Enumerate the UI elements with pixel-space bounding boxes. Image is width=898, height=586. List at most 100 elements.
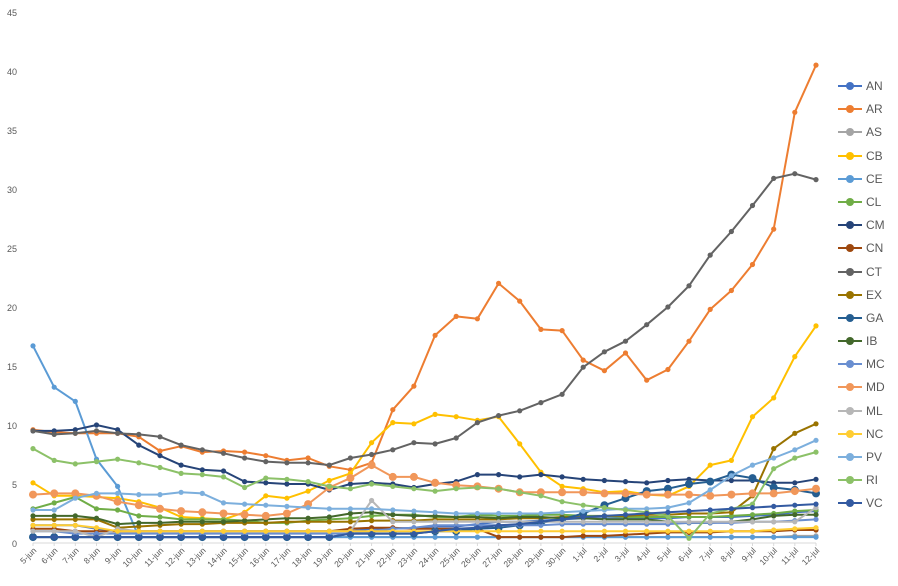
data-point-NC-22 <box>496 528 502 534</box>
data-point-NC-24 <box>538 528 544 534</box>
data-point-NC-12 <box>284 528 290 534</box>
data-point-CM-7 <box>178 462 184 468</box>
data-point-CB-16 <box>369 440 375 446</box>
data-point-MD-5 <box>134 501 143 510</box>
data-point-VC-10 <box>242 534 248 540</box>
x-tick-label-12: 17-jun <box>269 545 293 569</box>
x-tick-label-31: 6-jul <box>676 545 695 564</box>
data-point-CT-32 <box>707 252 713 258</box>
data-point-IB-17 <box>390 512 396 518</box>
data-point-CT-20 <box>453 435 459 441</box>
data-point-MD-37 <box>812 484 820 493</box>
x-tick-label-1: 6-jun <box>39 545 60 566</box>
data-point-PV-25 <box>559 509 565 515</box>
data-point-CT-16 <box>369 451 375 458</box>
data-point-AR-34 <box>749 261 756 268</box>
data-point-CM-22 <box>496 472 502 478</box>
data-point-VC-20 <box>453 526 459 532</box>
x-tick-label-22: 27-jun <box>480 545 504 569</box>
data-point-VC-1 <box>51 534 57 540</box>
y-tick-label-1: 5 <box>12 480 17 490</box>
data-point-VC-6 <box>157 534 163 540</box>
data-point-CE-36 <box>792 534 798 540</box>
data-point-RI-25 <box>559 499 565 505</box>
data-point-IB-36 <box>792 512 798 518</box>
data-point-MD-12 <box>282 509 291 518</box>
data-point-CB-19 <box>432 411 438 417</box>
data-point-NC-4 <box>115 528 121 534</box>
data-point-CT-2 <box>72 430 78 436</box>
data-point-ML-28 <box>622 519 629 525</box>
data-point-ML-30 <box>665 519 671 525</box>
legend-label-ML: ML <box>866 403 883 418</box>
data-point-RI-21 <box>474 484 480 491</box>
data-point-RI-14 <box>326 483 332 489</box>
x-tick-label-16: 21-jun <box>353 545 377 569</box>
data-point-RI-20 <box>453 486 459 492</box>
series-line-PV <box>33 439 817 515</box>
data-point-RI-27 <box>601 505 608 511</box>
data-point-MC-37 <box>813 516 819 523</box>
data-point-VC-33 <box>728 506 735 512</box>
series-line-CT <box>32 172 817 467</box>
data-point-CE-37 <box>813 534 819 540</box>
series-line-AR <box>32 64 817 471</box>
data-point-CM-29 <box>644 480 650 486</box>
data-point-VC-3 <box>93 534 100 540</box>
data-point-ML-20 <box>453 519 459 525</box>
data-point-RI-12 <box>284 476 290 482</box>
data-point-MD-25 <box>558 488 567 497</box>
legend: AN AR AS CB CE CL CM CN CT EX GA IB MC MD ML NC PV RI VC <box>838 76 896 517</box>
y-tick-label-4: 20 <box>7 303 17 313</box>
data-point-CT-17 <box>390 447 396 453</box>
legend-item-PV: PV <box>838 447 896 470</box>
data-point-CT-28 <box>622 338 629 344</box>
data-point-VC-18 <box>411 531 417 537</box>
data-point-CE-4 <box>115 483 121 489</box>
legend-item-CB: CB <box>838 146 896 169</box>
series-CT <box>30 171 819 468</box>
data-point-RI-1 <box>51 457 57 463</box>
data-point-VC-29 <box>644 510 650 517</box>
data-point-CB-0 <box>30 480 36 486</box>
data-point-VC-37 <box>813 501 819 507</box>
legend-label-IB: IB <box>866 334 878 349</box>
legend-swatch-CT <box>838 267 862 276</box>
data-point-AR-28 <box>622 350 629 356</box>
data-point-PV-16 <box>369 506 375 512</box>
data-point-NC-32 <box>707 528 713 534</box>
data-point-IB-14 <box>326 514 332 520</box>
y-tick-label-7: 35 <box>7 126 17 136</box>
data-point-PV-36 <box>792 447 798 453</box>
data-point-ML-34 <box>749 519 756 525</box>
data-point-CM-5 <box>136 442 142 448</box>
data-point-CB-20 <box>453 414 459 420</box>
data-point-CE-35 <box>771 534 777 540</box>
data-point-ML-18 <box>411 519 417 525</box>
data-point-PV-7 <box>178 489 184 495</box>
data-point-CL-5 <box>136 513 142 519</box>
data-point-RI-3 <box>93 459 100 465</box>
data-point-RI-28 <box>622 507 629 513</box>
data-point-CE-34 <box>749 534 756 540</box>
x-tick-label-20: 25-jun <box>438 545 462 569</box>
data-point-NC-34 <box>749 528 756 534</box>
series-line-CE <box>32 345 816 539</box>
data-point-IB-8 <box>199 519 205 525</box>
x-tick-label-25: 30-jun <box>544 545 568 569</box>
y-tick-label-9: 45 <box>7 8 17 18</box>
data-point-VC-23 <box>517 521 523 527</box>
legend-item-AN: AN <box>838 76 896 99</box>
data-point-MD-33 <box>727 490 736 499</box>
data-point-NC-10 <box>242 528 248 534</box>
x-tick-label-37: 12-jul <box>800 545 822 567</box>
data-point-CM-30 <box>665 477 671 484</box>
data-point-AR-32 <box>707 306 713 312</box>
data-point-VC-2 <box>72 534 78 540</box>
legend-label-MD: MD <box>866 380 885 395</box>
data-point-NC-6 <box>157 528 163 534</box>
data-point-CT-37 <box>813 177 819 183</box>
legend-item-VC: VC <box>838 493 896 516</box>
series-line-VC <box>33 503 817 539</box>
